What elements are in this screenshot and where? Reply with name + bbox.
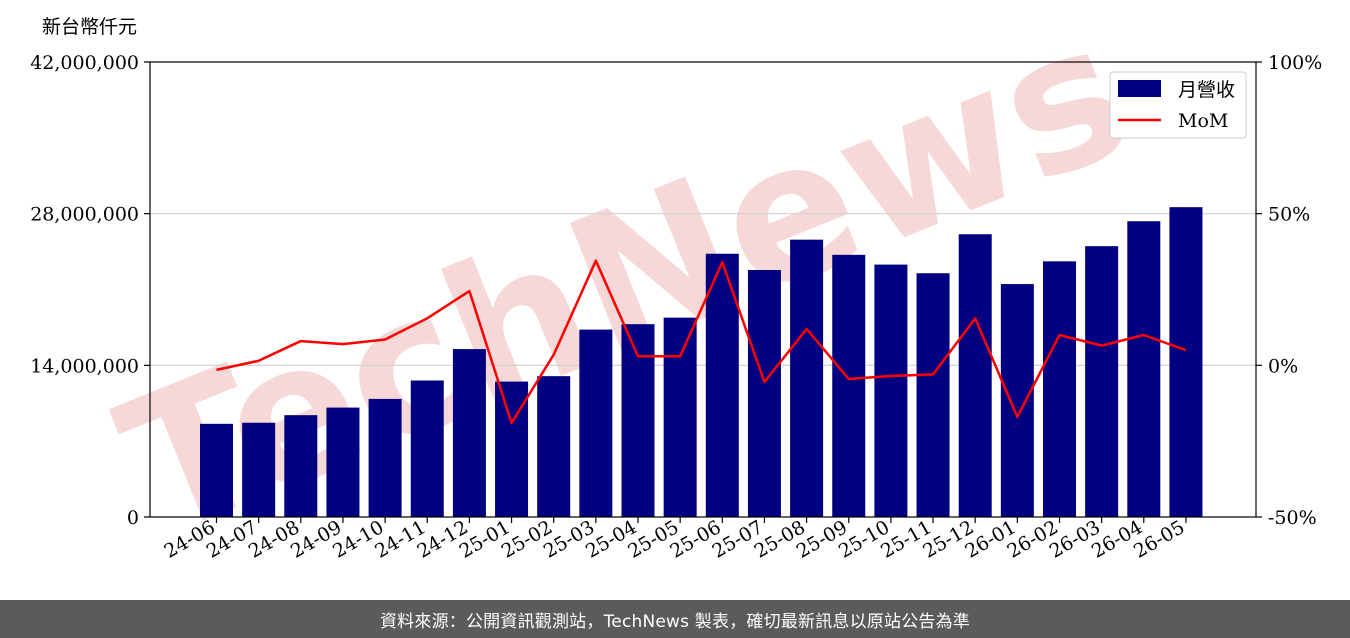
- bar-25-05: [663, 317, 697, 517]
- bar-26-04: [1127, 221, 1161, 517]
- bar-25-12: [958, 234, 992, 517]
- legend-bar-swatch: [1118, 80, 1161, 97]
- y-axis-unit-label: 新台幣仟元: [42, 16, 137, 38]
- bar-25-04: [621, 324, 655, 517]
- y-right-tick-label: 100%: [1268, 52, 1322, 74]
- y-right-tick-label: -50%: [1268, 507, 1317, 529]
- chart-svg: TechNews 新台幣仟元 014,000,00028,000,00042,0…: [30, 0, 1322, 580]
- legend-line-label: MoM: [1178, 110, 1228, 132]
- bar-25-10: [874, 264, 908, 517]
- y-right-tick-label: 50%: [1268, 204, 1310, 226]
- y-right-tick-label: 0%: [1268, 355, 1298, 377]
- bar-26-02: [1043, 261, 1076, 517]
- bar-24-12: [452, 349, 486, 517]
- bar-26-01: [1000, 284, 1034, 517]
- bar-25-08: [790, 239, 824, 517]
- plot-frame: [149, 61, 1257, 518]
- mom-line: [216, 259, 1187, 425]
- bar-25-06: [705, 253, 739, 517]
- y-left-tick-label: 28,000,000: [30, 204, 139, 226]
- y-left-tick-label: 42,000,000: [30, 52, 139, 74]
- bar-24-08: [284, 415, 318, 517]
- legend-bar-label: 月營收: [1178, 79, 1235, 101]
- source-note: 資料來源：公開資訊觀測站，TechNews 製表，確切最新訊息以原站公告為準: [379, 611, 970, 632]
- y-left-tick-label: 14,000,000: [30, 355, 139, 377]
- bar-24-09: [326, 407, 360, 517]
- bar-24-10: [368, 398, 402, 517]
- bar-24-11: [410, 380, 444, 517]
- bar-25-09: [832, 254, 866, 518]
- legend: 月營收 MoM: [1109, 71, 1247, 139]
- bar-24-07: [242, 422, 276, 517]
- bar-25-03: [579, 329, 613, 517]
- bar-25-07: [747, 270, 781, 517]
- line-series: [216, 259, 1187, 425]
- bar-26-05: [1169, 207, 1203, 517]
- revenue-chart: TechNews 新台幣仟元 0 14,000,000 28,000,000 42,0…: [30, 0, 1322, 580]
- bar-25-11: [916, 273, 950, 517]
- footer-bar: 資料來源：公開資訊觀測站，TechNews 製表，確切最新訊息以原站公告為準: [0, 600, 1350, 638]
- bar-24-06: [200, 423, 233, 517]
- bar-26-03: [1085, 246, 1119, 517]
- bar-series: [200, 207, 1203, 518]
- bar-25-02: [537, 376, 571, 517]
- y-left-tick-label: 0: [127, 507, 139, 529]
